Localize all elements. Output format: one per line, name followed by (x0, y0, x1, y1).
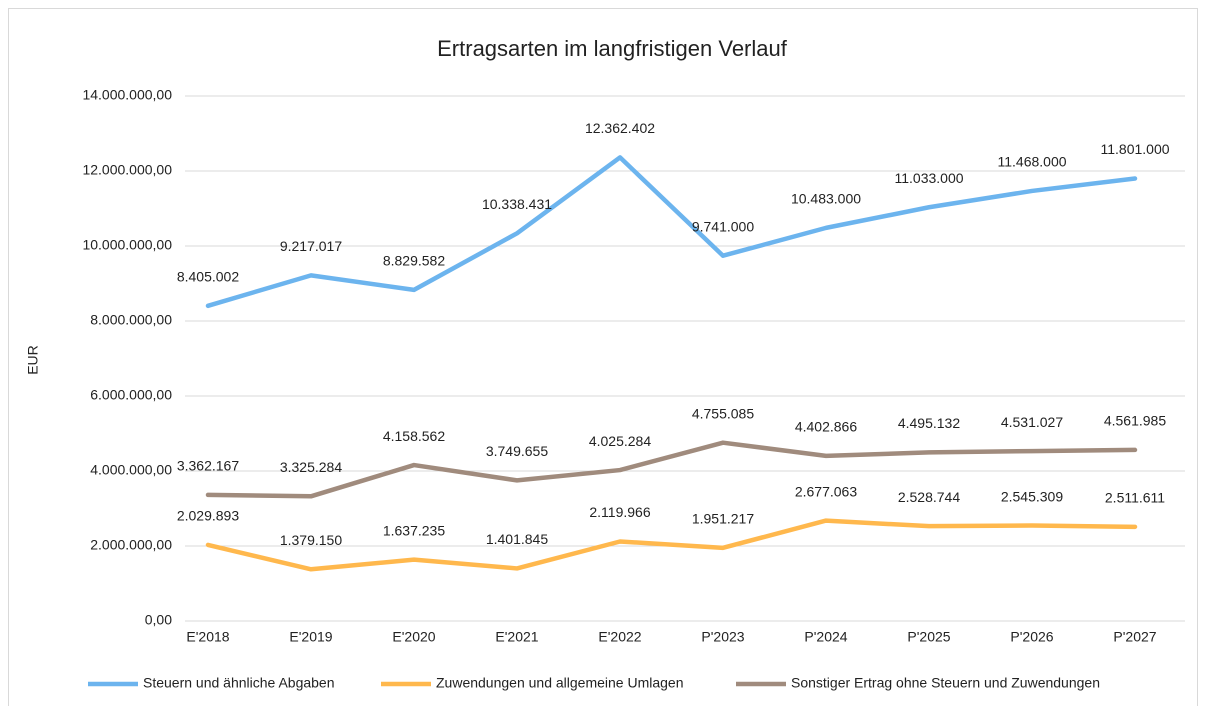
series-line (205, 440, 1138, 499)
data-label: 2.119.966 (589, 504, 650, 520)
x-tick-label: P'2026 (1010, 629, 1053, 645)
y-tick-label: 12.000.000,00 (82, 162, 172, 178)
data-label: 11.033.000 (894, 170, 963, 186)
data-label: 4.531.027 (1001, 414, 1063, 430)
data-label: 2.545.309 (1001, 488, 1063, 504)
y-axis-label: EUR (25, 345, 41, 375)
y-tick-label: 14.000.000,00 (82, 87, 172, 103)
data-label: 2.677.063 (795, 483, 857, 499)
x-tick-label: E'2021 (495, 629, 538, 645)
data-label: 3.749.655 (486, 443, 548, 459)
y-tick-label: 8.000.000,00 (90, 312, 172, 328)
data-label: 9.741.000 (692, 218, 754, 234)
data-label: 4.495.132 (898, 415, 960, 431)
data-label: 10.483.000 (791, 191, 861, 207)
data-label: 2.029.893 (177, 508, 239, 524)
x-tick-label: P'2025 (907, 629, 950, 645)
data-label: 9.217.017 (280, 238, 342, 254)
data-label: 1.951.217 (692, 511, 754, 527)
legend-label: Steuern und ähnliche Abgaben (143, 675, 335, 691)
data-label: 11.468.000 (997, 154, 1066, 170)
x-tick-label: P'2023 (701, 629, 744, 645)
data-label: 10.338.431 (482, 196, 552, 212)
x-tick-label: E'2022 (598, 629, 641, 645)
y-tick-label: 2.000.000,00 (90, 537, 172, 553)
data-label: 4.755.085 (692, 405, 754, 421)
data-label: 1.401.845 (486, 531, 548, 547)
data-label: 8.829.582 (383, 253, 445, 269)
data-label: 4.402.866 (795, 419, 857, 435)
x-tick-label: P'2027 (1113, 629, 1156, 645)
data-label: 12.362.402 (585, 120, 655, 136)
legend-label: Zuwendungen und allgemeine Umlagen (436, 675, 684, 691)
data-label: 11.801.000 (1100, 141, 1169, 157)
data-label: 4.158.562 (383, 428, 445, 444)
x-tick-label: E'2019 (289, 629, 332, 645)
data-label: 1.637.235 (383, 522, 445, 538)
series-line (205, 155, 1138, 309)
x-tick-label: E'2018 (186, 629, 229, 645)
y-tick-label: 6.000.000,00 (90, 387, 172, 403)
y-tick-label: 10.000.000,00 (82, 237, 172, 253)
chart-title: Ertragsarten im langfristigen Verlauf (437, 36, 788, 61)
legend-label: Sonstiger Ertrag ohne Steuern und Zuwend… (791, 675, 1100, 691)
data-label: 8.405.002 (177, 269, 239, 285)
data-label: 4.561.985 (1104, 413, 1166, 429)
data-label: 3.362.167 (177, 458, 239, 474)
data-label: 3.325.284 (280, 459, 342, 475)
data-label: 2.528.744 (898, 489, 960, 505)
data-label: 2.511.611 (1105, 490, 1165, 506)
chart-frame (8, 8, 1198, 706)
y-tick-label: 4.000.000,00 (90, 462, 172, 478)
x-tick-label: E'2020 (392, 629, 435, 645)
data-label: 4.025.284 (589, 433, 651, 449)
y-tick-label: 0,00 (145, 612, 172, 628)
data-label: 1.379.150 (280, 532, 342, 548)
x-tick-label: P'2024 (804, 629, 847, 645)
series-line (205, 518, 1138, 572)
